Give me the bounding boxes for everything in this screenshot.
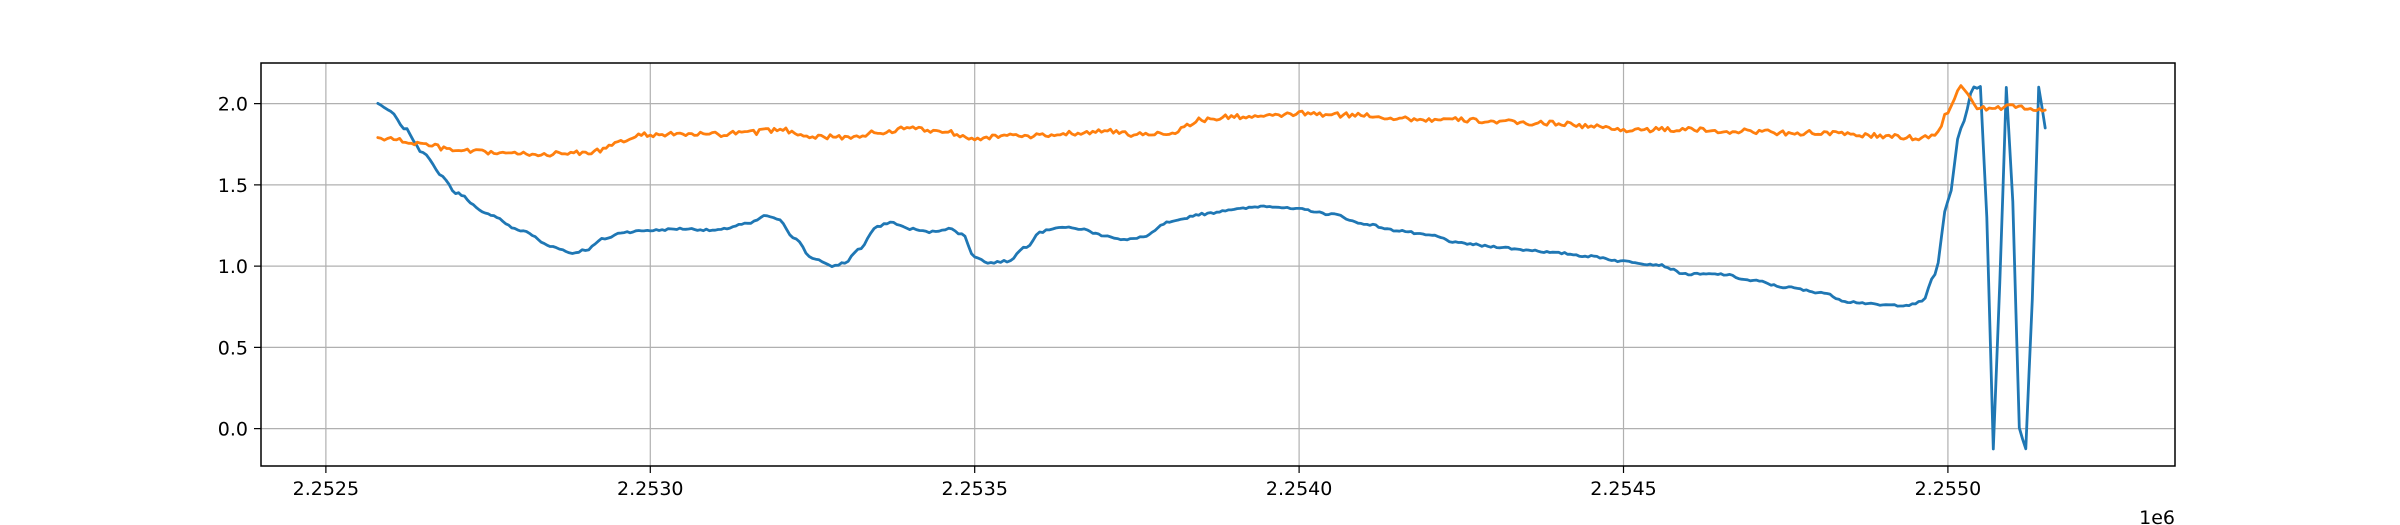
x-tick-label: 2.2540 — [1266, 478, 1332, 500]
x-tick-label: 2.2545 — [1590, 478, 1656, 500]
y-tick-label: 1.0 — [218, 256, 248, 278]
series-line-1 — [376, 85, 2047, 451]
x-tick-label: 2.2535 — [941, 478, 1007, 500]
y-tick-label: 0.5 — [218, 337, 248, 359]
y-tick-label: 1.5 — [218, 175, 248, 197]
y-tick-label: 2.0 — [218, 94, 248, 116]
x-tick-label: 2.2525 — [293, 478, 359, 500]
ticks: 2.2525 2.2530 2.2535 2.2540 2.2545 2.2550 0.0 0… — [218, 94, 1981, 500]
plot-frame — [260, 62, 2176, 467]
grid — [261, 63, 2175, 466]
x-tick-label: 2.2530 — [617, 478, 683, 500]
x-axis-offset-label: 1e6 — [2139, 507, 2175, 525]
series-line-2 — [376, 84, 2047, 158]
x-tick-label: 2.2550 — [1915, 478, 1981, 500]
series-layer — [376, 84, 2047, 451]
y-tick-label: 0.0 — [218, 419, 248, 441]
